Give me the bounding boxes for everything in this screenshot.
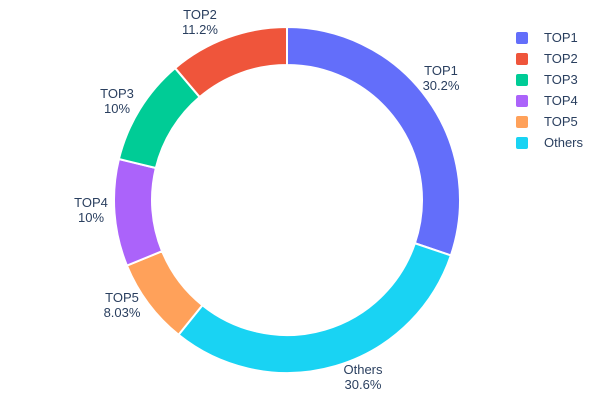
legend-label: TOP4 <box>544 93 578 108</box>
legend-swatch-top1 <box>516 31 528 44</box>
pie-slice-others[interactable] <box>177 242 452 375</box>
legend-label: TOP1 <box>544 30 578 45</box>
legend-item-top5[interactable]: TOP5 <box>516 114 583 129</box>
legend-item-top4[interactable]: TOP4 <box>516 93 583 108</box>
legend-swatch-top3 <box>516 73 528 86</box>
legend: TOP1 TOP2 TOP3 TOP4 TOP5 Others <box>516 30 584 150</box>
legend-item-top1[interactable]: TOP1 <box>516 30 583 45</box>
legend-label: Others <box>544 135 584 150</box>
legend-item-others[interactable]: Others <box>516 135 584 150</box>
pie-slice-top2[interactable] <box>174 26 288 99</box>
legend-label: TOP5 <box>544 114 578 129</box>
legend-label: TOP2 <box>544 51 578 66</box>
legend-swatch-top4 <box>516 94 528 107</box>
legend-item-top2[interactable]: TOP2 <box>516 51 583 66</box>
legend-swatch-top2 <box>516 52 528 65</box>
legend-swatch-top5 <box>516 115 528 128</box>
pie-slice-top4[interactable] <box>113 158 164 267</box>
legend-swatch-others <box>516 136 528 149</box>
pie-slice-top1[interactable] <box>286 26 461 257</box>
legend-item-top3[interactable]: TOP3 <box>516 72 583 87</box>
legend-label: TOP3 <box>544 72 578 87</box>
